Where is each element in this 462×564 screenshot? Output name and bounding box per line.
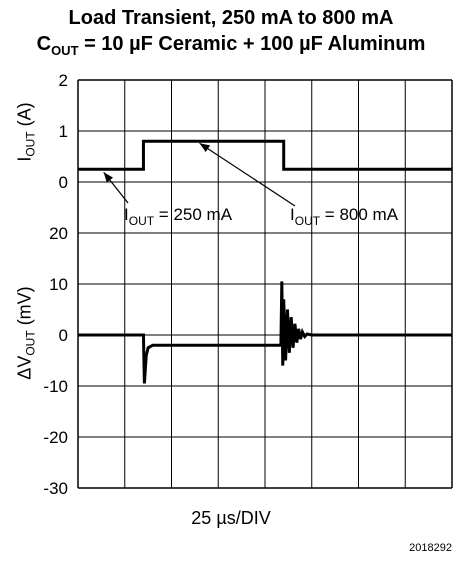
lower-ylabel-sub: OUT: [23, 330, 38, 356]
figure-id: 2018292: [409, 542, 452, 554]
lower-ylabel-main: ΔV: [14, 355, 35, 380]
series-layer: [78, 139, 452, 384]
upper-ylabel-main: I: [14, 156, 35, 162]
annotation-arrowhead: [103, 172, 114, 183]
title-subscript: OUT: [51, 43, 79, 58]
chart-title-line1: Load Transient, 250 mA to 800 mA: [68, 7, 394, 29]
lower-y-tick-label: -10: [43, 377, 68, 396]
annotations: IOUT = 250 mA IOUT = 800 mA: [103, 142, 399, 228]
annotation-arrowhead: [199, 143, 211, 153]
lower-y-tick-label: 20: [49, 224, 68, 243]
lower-y-tick-label: -20: [43, 428, 68, 447]
iout-trace: [78, 139, 452, 171]
title-c-prefix: C: [36, 33, 52, 55]
upper-ylabel-sub: OUT: [23, 131, 38, 157]
delta-vout-trace: [78, 281, 452, 384]
upper-ylabel-unit: (A): [14, 102, 35, 132]
lower-y-tick-label: 0: [59, 326, 68, 345]
grid: [77, 79, 453, 489]
title-rest: = 10 µF Ceramic + 100 µF Aluminum: [78, 33, 426, 55]
lower-y-tick-label: -30: [43, 479, 68, 498]
x-axis-label: 25 µs/DIV: [191, 508, 271, 528]
lower-ylabel-unit: (mV): [14, 286, 35, 331]
annotation-iout-250: IOUT = 250 mA: [124, 205, 233, 228]
chart-title-line2: COUT = 10 µF Ceramic + 100 µF Aluminum: [0, 32, 462, 63]
annotation-iout-800: IOUT = 800 mA: [290, 205, 399, 228]
upper-y-tick-label: 0: [59, 173, 68, 192]
upper-y-tick-label: 1: [59, 122, 68, 141]
upper-y-tick-label: 2: [59, 71, 68, 90]
annotation-leader-line: [199, 142, 296, 207]
lower-y-tick-label: 10: [49, 275, 68, 294]
